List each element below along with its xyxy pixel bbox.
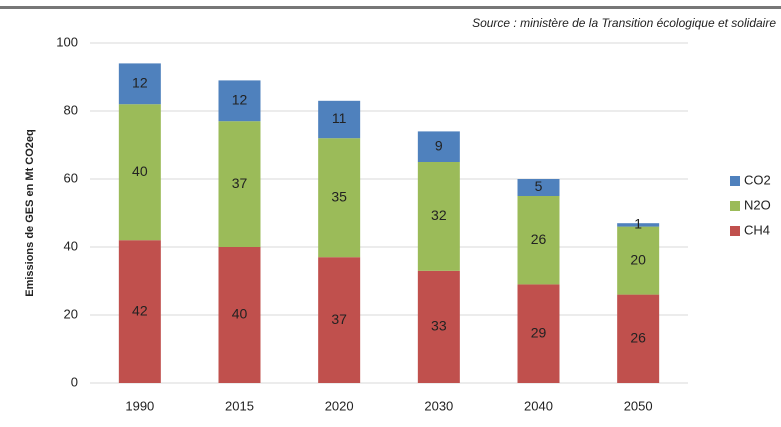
y-tick-label: 100 <box>56 34 78 49</box>
legend-swatch <box>730 176 740 186</box>
source: Source : ministère de la Transition écol… <box>472 16 776 30</box>
x-tick-label: 2040 <box>524 398 553 413</box>
data-label: 9 <box>435 137 443 153</box>
data-label: 35 <box>331 188 347 204</box>
bar-segment <box>617 294 660 383</box>
data-label: 12 <box>132 75 148 91</box>
x-tick-label: 2015 <box>225 398 254 413</box>
legend-swatch <box>730 226 740 236</box>
top-rule <box>0 6 781 9</box>
data-label: 40 <box>132 163 148 179</box>
bar-segment <box>118 240 161 383</box>
data-label: 5 <box>535 178 543 194</box>
data-label: 42 <box>132 302 148 318</box>
data-label: 20 <box>630 251 646 267</box>
x-tick-label: 2020 <box>325 398 354 413</box>
bar-segment <box>118 63 161 105</box>
bar-segment <box>417 270 460 383</box>
y-tick-label: 0 <box>71 374 78 389</box>
bar-segment <box>218 121 261 247</box>
bar-segment <box>318 257 361 383</box>
y-tick-label: 40 <box>64 238 78 253</box>
bar-segment <box>517 196 560 285</box>
y-axis-label: Emissions de GES en Mt CO2eq <box>24 129 36 297</box>
data-label: 11 <box>332 110 347 126</box>
bar-segment <box>218 247 261 383</box>
bar-segment <box>417 131 460 162</box>
x-tick-label: 2030 <box>424 398 453 413</box>
data-label: 33 <box>431 318 447 334</box>
bar-segment <box>517 284 560 383</box>
x-tick-label: 2050 <box>624 398 653 413</box>
legend-swatch <box>730 201 740 211</box>
x-tick-label: 1990 <box>125 398 154 413</box>
bar-segment <box>617 223 660 227</box>
data-label: 26 <box>630 330 646 346</box>
data-label: 37 <box>232 175 248 191</box>
bar-segment <box>218 80 261 122</box>
bar-segment <box>517 179 560 196</box>
y-tick-label: 60 <box>64 170 78 185</box>
bar-segment <box>617 226 660 295</box>
y-tick-label: 80 <box>64 102 78 117</box>
bar-segment <box>417 162 460 271</box>
legend-label: N2O <box>744 197 771 212</box>
data-label: 12 <box>232 92 248 108</box>
data-label: 1 <box>634 216 642 232</box>
bar-segment <box>118 104 161 241</box>
data-label: 40 <box>232 306 248 322</box>
bar-segment <box>318 138 361 258</box>
legend-label: CH4 <box>744 222 770 237</box>
data-label: 29 <box>531 324 547 340</box>
y-tick-label: 20 <box>64 306 78 321</box>
data-label: 26 <box>531 231 547 247</box>
legend-label: CO2 <box>744 172 771 187</box>
data-label: 32 <box>431 207 447 223</box>
data-label: 37 <box>331 311 347 327</box>
bar-segment <box>318 100 361 139</box>
